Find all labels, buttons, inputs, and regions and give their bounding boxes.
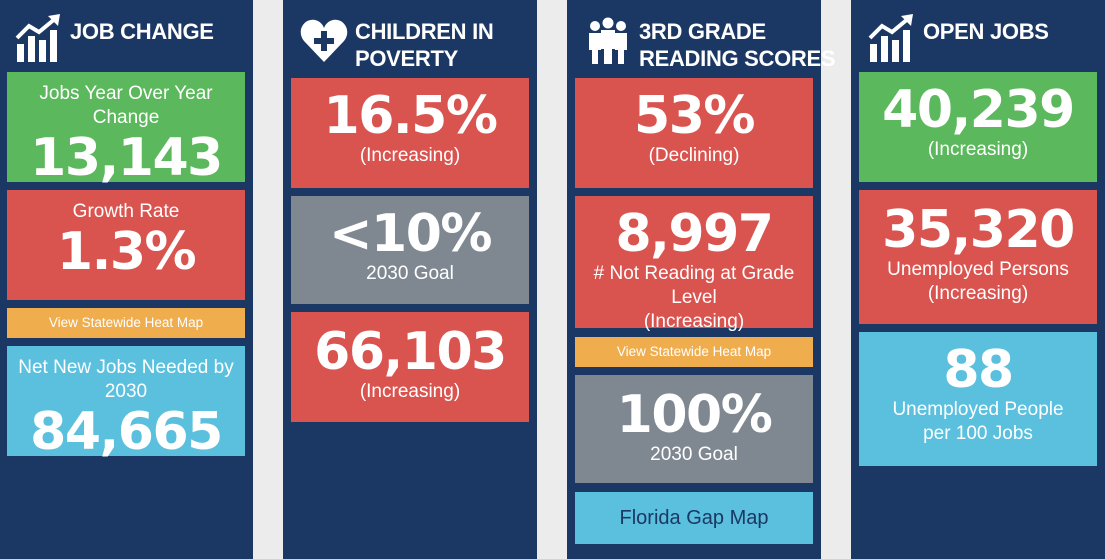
- poverty-count-card: 66,103 (Increasing): [291, 312, 529, 422]
- florida-gap-map-link[interactable]: Florida Gap Map: [575, 492, 813, 544]
- poverty-title-line1: CHILDREN IN: [355, 19, 494, 44]
- unemployed-label: Unemployed Persons: [887, 259, 1069, 280]
- not-reading-card: 8,997 # Not Reading at Grade Level (Incr…: [575, 196, 813, 332]
- open-jobs-status: (Increasing): [927, 139, 1029, 160]
- growth-rate-label: Growth Rate: [72, 201, 180, 222]
- poverty-count-value: 66,103: [314, 322, 507, 382]
- reading-score-status: (Declining): [648, 145, 740, 166]
- job-change-title: JOB CHANGE: [70, 19, 214, 44]
- not-reading-label: # Not Reading at Grade Level: [593, 263, 795, 308]
- reading-title-line1: 3RD GRADE: [639, 19, 766, 44]
- unemployed-value: 35,320: [882, 200, 1075, 260]
- not-reading-value: 8,997: [615, 204, 774, 264]
- open-jobs-column: OPEN JOBS 40,239 (Increasing) 35,320 Une…: [851, 0, 1105, 559]
- poverty-rate-value: 16.5%: [323, 86, 498, 146]
- open-jobs-value: 40,239: [882, 80, 1075, 140]
- growth-rate-card: Growth Rate 1.3%: [7, 190, 245, 300]
- heart-plus-icon: [300, 19, 348, 62]
- job-change-column: JOB CHANGE Jobs Year Over Year Change 13…: [0, 0, 253, 559]
- reading-goal-value: 100%: [616, 385, 773, 445]
- poverty-count-status: (Increasing): [359, 381, 461, 402]
- poverty-goal-label: 2030 Goal: [366, 263, 454, 284]
- unemployed-card: 35,320 Unemployed Persons (Increasing): [859, 190, 1097, 324]
- reading-score-value: 53%: [634, 86, 755, 146]
- reading-title-line2: READING SCORES: [639, 46, 836, 71]
- open-jobs-card: 40,239 (Increasing): [859, 72, 1097, 182]
- reading-heat-map-link[interactable]: View Statewide Heat Map: [575, 337, 813, 367]
- jobs-yoy-value: 13,143: [30, 128, 223, 188]
- poverty-column: CHILDREN IN POVERTY 16.5% (Increasing) <…: [283, 0, 537, 559]
- growth-chart-icon: [868, 14, 913, 62]
- poverty-title-line2: POVERTY: [355, 46, 459, 71]
- open-jobs-header: OPEN JOBS: [851, 0, 1105, 70]
- reading-goal-label: 2030 Goal: [650, 444, 738, 465]
- net-new-jobs-card: Net New Jobs Needed by 2030 84,665: [7, 346, 245, 460]
- reading-header: 3RD GRADE READING SCORES: [567, 0, 836, 71]
- job-heat-map-link[interactable]: View Statewide Heat Map: [7, 308, 245, 338]
- poverty-goal-value: <10%: [328, 204, 493, 264]
- ratio-label: Unemployed People per 100 Jobs: [892, 399, 1064, 444]
- open-jobs-title: OPEN JOBS: [923, 19, 1049, 44]
- jobs-yoy-card: Jobs Year Over Year Change 13,143: [7, 72, 245, 186]
- unemployed-status: (Increasing): [927, 283, 1029, 304]
- net-new-jobs-value: 84,665: [30, 402, 223, 462]
- ratio-value: 88: [943, 340, 1014, 400]
- ratio-card: 88 Unemployed People per 100 Jobs: [859, 332, 1097, 466]
- reading-score-card: 53% (Declining): [575, 78, 813, 188]
- poverty-goal-card: <10% 2030 Goal: [291, 196, 529, 304]
- growth-rate-value: 1.3%: [56, 222, 197, 282]
- job-change-header: JOB CHANGE: [0, 0, 253, 70]
- poverty-rate-status: (Increasing): [359, 145, 461, 166]
- people-group-icon: [589, 17, 627, 64]
- net-new-jobs-label: Net New Jobs Needed by 2030: [18, 357, 234, 402]
- poverty-rate-card: 16.5% (Increasing): [291, 78, 529, 188]
- growth-chart-icon: [15, 14, 60, 62]
- jobs-yoy-label: Jobs Year Over Year Change: [39, 83, 213, 128]
- reading-column: 3RD GRADE READING SCORES 53% (Declining)…: [567, 0, 836, 559]
- not-reading-status: (Increasing): [643, 311, 745, 332]
- reading-goal-card: 100% 2030 Goal: [575, 375, 813, 483]
- poverty-header: CHILDREN IN POVERTY: [283, 0, 537, 71]
